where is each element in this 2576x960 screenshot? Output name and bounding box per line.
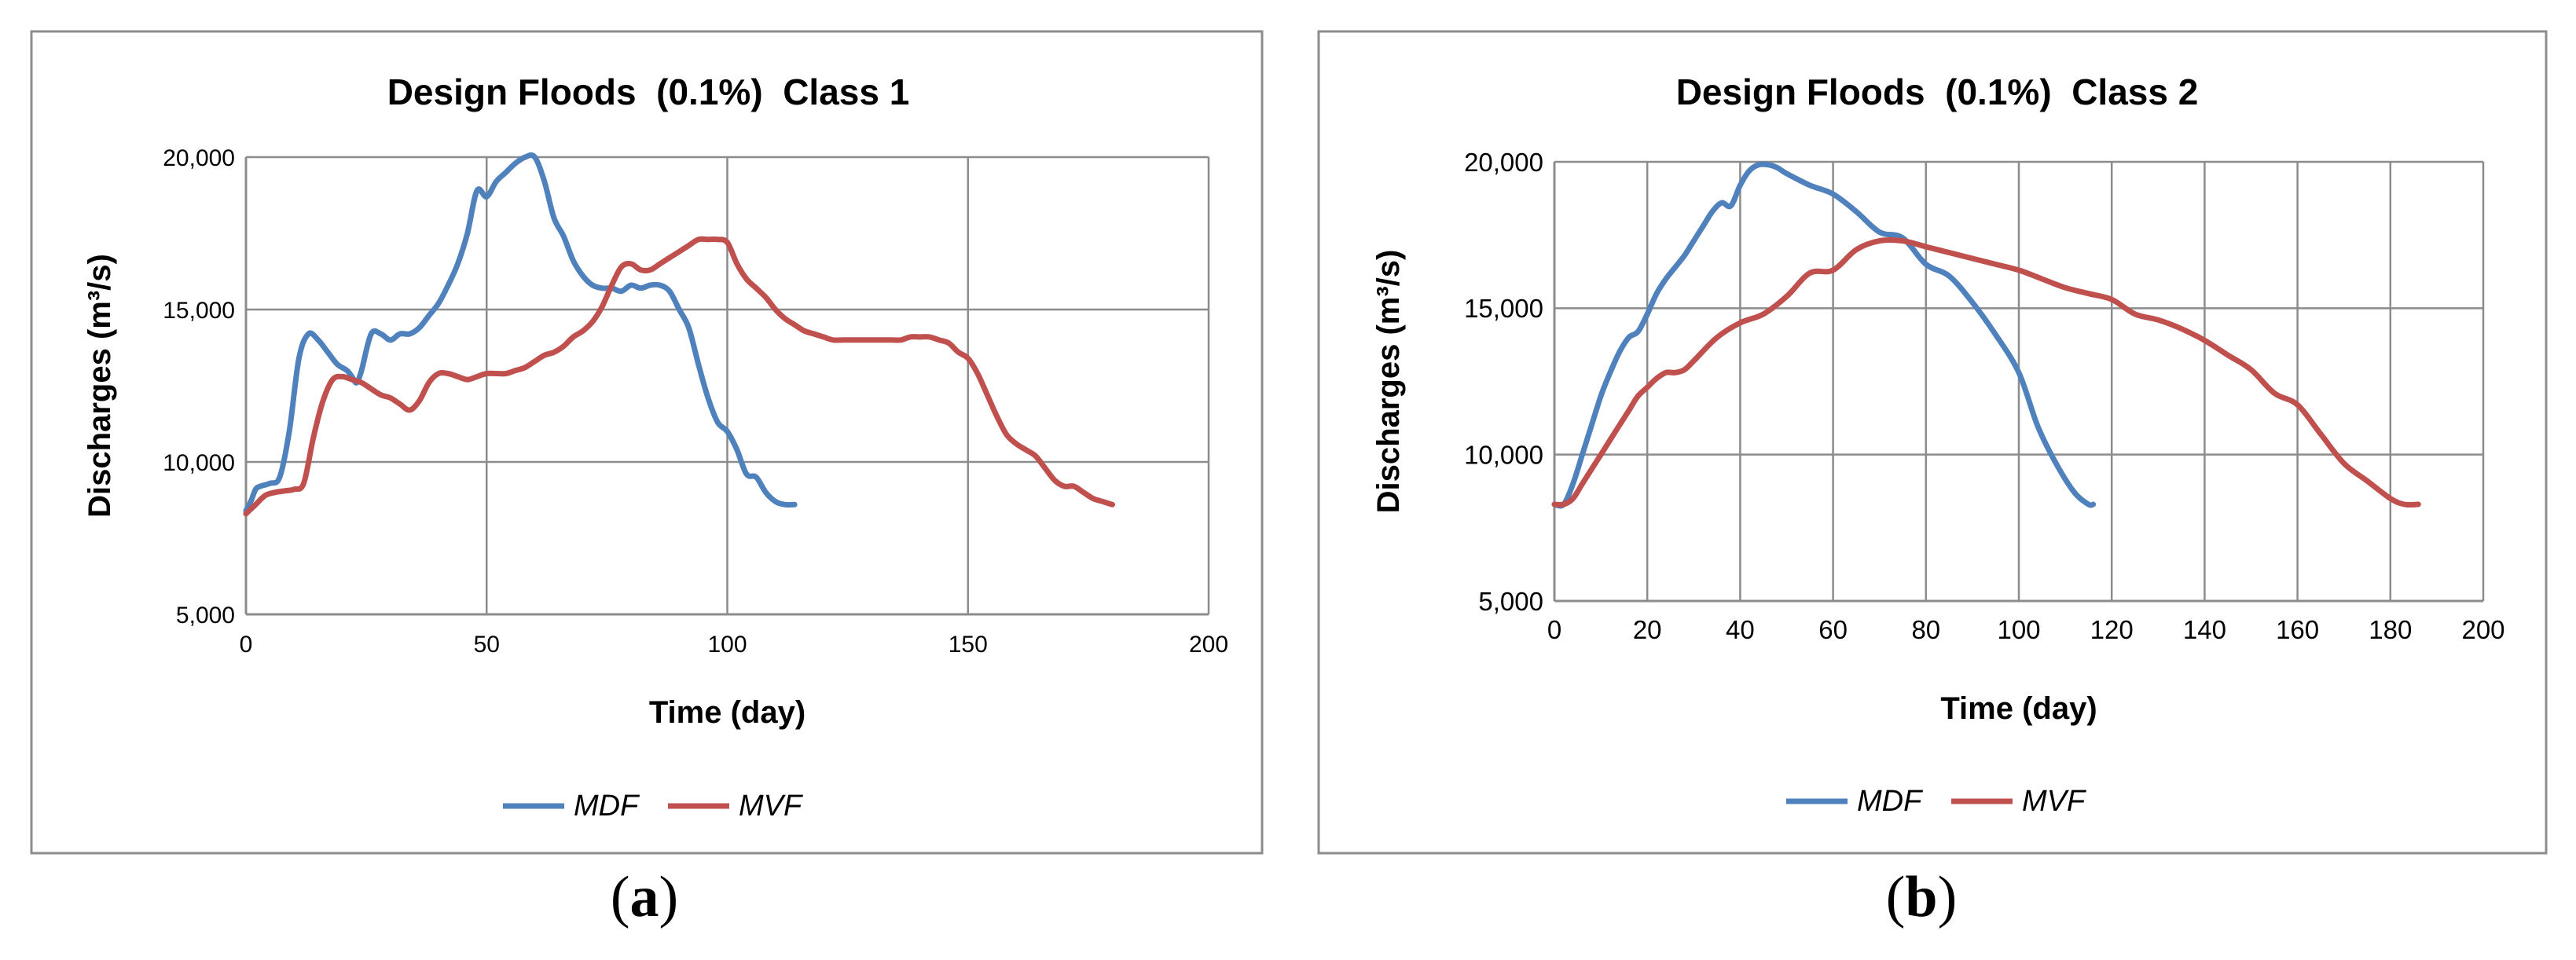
chart-b-legend-mdf-label: MDF (1857, 785, 1923, 818)
chart-b-frame (1317, 30, 2548, 855)
chart-a-series-mdf-line (243, 152, 798, 514)
chart-b-x-tick-label: 120 (2090, 615, 2134, 644)
chart-b-x-tick-label: 60 (1818, 615, 1848, 644)
chart-a-y-axis-label: Discharges (m³/s) (83, 254, 117, 518)
chart-b-y-axis-label: Discharges (m³/s) (1371, 250, 1406, 514)
chart-b-series-mvf-line (1551, 236, 2421, 508)
chart-b-legend-mvf-label: MVF (2022, 785, 2086, 818)
caption-a-letter: a (629, 865, 659, 929)
chart-b-x-tick-label: 40 (1726, 615, 1755, 644)
chart-b-y-tick-label: 5,000 (1478, 587, 1543, 616)
chart-b-x-tick-label: 140 (2183, 615, 2226, 644)
chart-a-x-tick-label: 50 (474, 632, 500, 658)
chart-a-title: Design Floods (0.1%) Class 1 (387, 71, 910, 112)
chart-a-y-tick-label: 10,000 (163, 450, 235, 476)
chart-b-x-tick-label: 80 (1911, 615, 1940, 644)
chart-b-x-tick-label: 200 (2461, 615, 2504, 644)
chart-panel-b: 0 20 40 60 80 100 120 140 160 180 200 5,000 10,000 15… (1289, 0, 2576, 960)
chart-a-svg: 0 50 100 150 200 5,000 10,000 15,000 20,000 Desig… (30, 30, 1264, 855)
chart-b-x-tick-label: 20 (1633, 615, 1662, 644)
chart-b-svg: 0 20 40 60 80 100 120 140 160 180 200 5,000 10,000 15… (1317, 30, 2548, 855)
chart-a-y-tick-label: 20,000 (163, 145, 235, 171)
chart-a-x-tick-label: 200 (1189, 632, 1228, 658)
chart-b-x-axis-label: Time (day) (1940, 691, 2097, 726)
chart-b-x-tick-label: 160 (2276, 615, 2319, 644)
chart-a-series-mvf-line (243, 236, 1115, 517)
chart-a-legend-mvf-label: MVF (739, 790, 803, 823)
chart-a-frame (30, 30, 1264, 855)
chart-b-x-tick-label: 180 (2369, 615, 2412, 644)
caption-b-letter: b (1905, 865, 1938, 929)
chart-b-x-tick-label: 0 (1547, 615, 1561, 644)
chart-a-y-tick-label: 15,000 (163, 298, 235, 324)
caption-b: (b) (1885, 865, 1958, 929)
chart-a-x-tick-label: 150 (949, 632, 988, 658)
chart-a-x-tick-label: 100 (707, 632, 747, 658)
chart-a-legend-mdf-label: MDF (574, 790, 640, 823)
chart-panel-a: 0 50 100 150 200 5,000 10,000 15,000 20,000 Desig… (30, 30, 1264, 855)
chart-b-x-tick-label: 100 (1997, 615, 2040, 644)
caption-a: (a) (610, 865, 679, 929)
chart-b-y-tick-label: 20,000 (1464, 148, 1543, 177)
chart-b-title: Design Floods (0.1%) Class 2 (1676, 71, 2199, 112)
chart-b-series-mdf-line (1551, 161, 2097, 509)
chart-a-y-tick-label: 5,000 (176, 603, 235, 628)
chart-b-y-tick-label: 10,000 (1464, 441, 1543, 470)
chart-b-y-tick-label: 15,000 (1464, 294, 1543, 323)
chart-a-x-axis-label: Time (day) (649, 695, 805, 730)
chart-a-x-tick-label: 0 (240, 632, 253, 658)
